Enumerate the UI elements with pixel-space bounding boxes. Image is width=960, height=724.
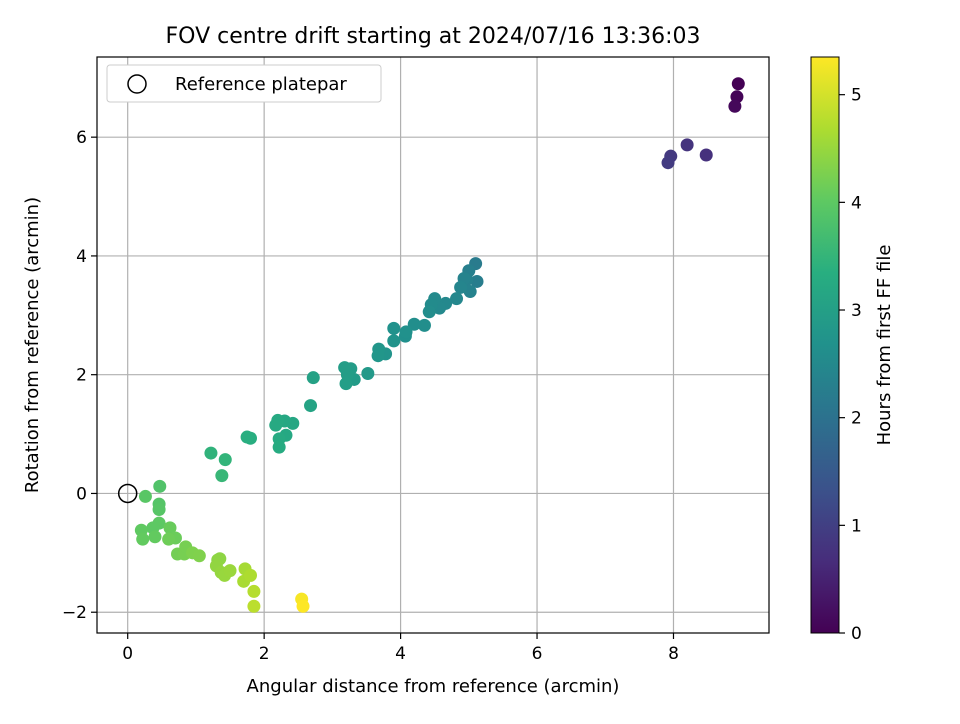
legend-marker-icon <box>127 74 147 94</box>
colorbar-tick-label: 1 <box>851 516 862 536</box>
y-tick-label: 6 <box>76 128 87 148</box>
y-axis-label: Rotation from reference (arcmin) <box>22 197 43 493</box>
grid-lines <box>97 57 769 633</box>
plot-frame <box>96 56 770 634</box>
y-axis-ticks: −2 0 2 4 6 <box>62 128 97 623</box>
colorbar-gradient <box>810 56 840 634</box>
data-point <box>417 318 431 332</box>
data-point <box>399 325 413 339</box>
reference-platepar-marker <box>117 483 138 504</box>
colorbar-label: Hours from first FF file <box>874 245 895 446</box>
data-point <box>162 532 176 546</box>
x-tick-label: 4 <box>395 644 406 664</box>
data-point <box>371 349 385 363</box>
data-point <box>339 377 353 391</box>
data-point <box>138 489 152 503</box>
data-point <box>454 280 468 294</box>
data-point <box>192 549 206 563</box>
data-point <box>152 502 166 516</box>
data-point <box>244 568 258 582</box>
x-tick-label: 8 <box>668 644 679 664</box>
data-point <box>450 292 464 306</box>
data-point <box>361 367 375 381</box>
data-point <box>163 521 177 535</box>
colorbar-tick-label: 5 <box>851 86 862 106</box>
legend-label: Reference platepar <box>175 74 347 95</box>
data-point <box>470 274 484 288</box>
data-point <box>699 148 713 162</box>
chart-title: FOV centre drift starting at 2024/07/16 … <box>166 24 701 49</box>
y-tick-label: 4 <box>76 247 87 267</box>
data-point <box>148 530 162 544</box>
data-point <box>387 321 401 335</box>
data-point <box>296 599 310 613</box>
x-tick-label: 6 <box>532 644 543 664</box>
colorbar-tick-label: 3 <box>851 301 862 321</box>
data-point <box>387 334 401 348</box>
colorbar: 0 1 2 3 4 5 Hours from first FF file <box>810 56 895 644</box>
legend-box <box>106 64 382 103</box>
data-point <box>269 418 283 432</box>
colorbar-ticks: 0 1 2 3 4 5 <box>839 86 862 644</box>
data-point <box>247 584 261 598</box>
data-point <box>728 99 742 113</box>
x-axis-label: Angular distance from reference (arcmin) <box>247 676 620 697</box>
data-point <box>731 77 745 91</box>
data-point <box>661 156 675 170</box>
data-point <box>338 361 352 375</box>
data-points <box>134 77 745 613</box>
data-point <box>223 564 237 578</box>
data-point <box>422 305 436 319</box>
data-point <box>680 138 694 152</box>
data-point <box>240 430 254 444</box>
data-point <box>247 599 261 613</box>
data-point <box>272 440 286 454</box>
x-tick-label: 0 <box>122 644 133 664</box>
y-tick-label: 2 <box>76 366 87 386</box>
y-tick-label: −2 <box>62 603 87 623</box>
data-point <box>218 453 232 467</box>
colorbar-tick-label: 2 <box>851 409 862 429</box>
x-tick-label: 2 <box>259 644 270 664</box>
data-point <box>136 532 150 546</box>
x-axis-ticks: 0 2 4 6 8 <box>122 633 679 664</box>
y-tick-label: 0 <box>76 484 87 504</box>
data-point <box>407 317 421 331</box>
colorbar-tick-label: 4 <box>851 193 862 213</box>
colorbar-tick-label: 0 <box>851 624 862 644</box>
data-point <box>215 469 229 483</box>
data-point <box>153 479 167 493</box>
data-point <box>304 399 318 413</box>
data-point <box>204 446 218 460</box>
legend: Reference platepar <box>106 64 382 103</box>
data-point <box>306 371 320 385</box>
